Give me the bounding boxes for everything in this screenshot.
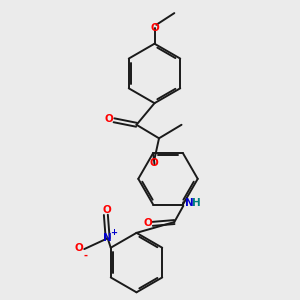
Text: N: N bbox=[103, 233, 112, 243]
Text: O: O bbox=[102, 205, 111, 215]
Text: +: + bbox=[110, 228, 118, 237]
Text: N: N bbox=[185, 198, 194, 208]
Text: O: O bbox=[149, 158, 158, 168]
Text: O: O bbox=[143, 218, 152, 228]
Text: H: H bbox=[192, 198, 201, 208]
Text: O: O bbox=[75, 243, 84, 253]
Text: -: - bbox=[83, 250, 87, 260]
Text: O: O bbox=[150, 23, 159, 33]
Text: O: O bbox=[105, 114, 113, 124]
